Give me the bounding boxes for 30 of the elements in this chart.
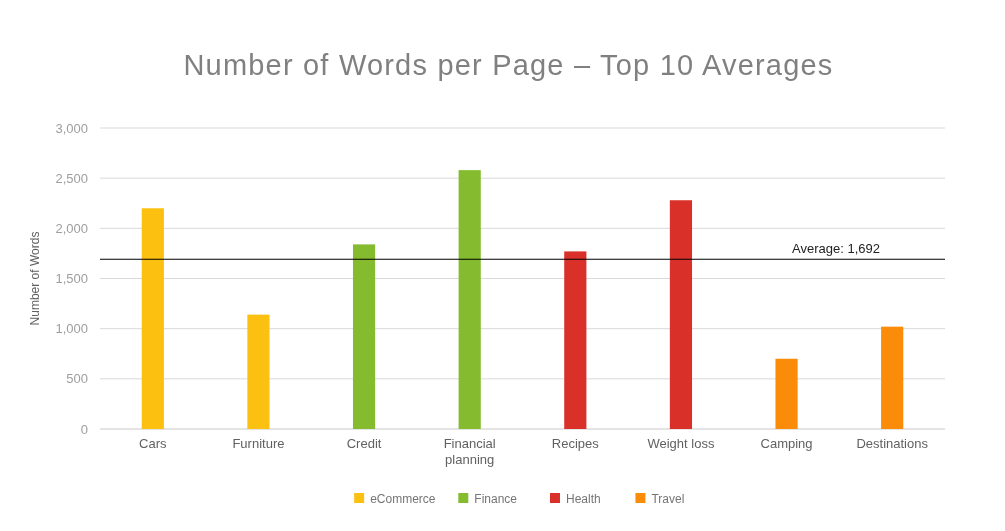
x-tick-label: Weight loss <box>647 436 715 451</box>
y-tick-label: 500 <box>66 371 88 387</box>
bar <box>247 314 270 429</box>
y-tick-label: 0 <box>80 421 88 437</box>
bar <box>881 326 904 429</box>
x-tick-label: Recipes <box>551 436 600 451</box>
ref-line-label: Average: 1,692 <box>792 241 880 257</box>
y-tick-label: 3,000 <box>55 120 88 136</box>
bar <box>564 251 587 429</box>
legend-label: Health <box>565 492 601 506</box>
x-tick-label: Camping <box>760 436 813 451</box>
bar <box>458 170 481 429</box>
y-tick-label: 2,000 <box>55 220 88 236</box>
y-tick-label: 1,500 <box>55 271 88 287</box>
y-tick-label: 2,500 <box>55 170 88 186</box>
x-tick-label: Cars <box>139 436 168 451</box>
chart-title: Number of Words per Page – Top 10 Averages <box>183 49 834 81</box>
legend-label: Finance <box>474 492 518 506</box>
y-tick-label: 1,000 <box>55 321 88 337</box>
bar <box>775 358 798 429</box>
x-tick-label: Furniture <box>232 436 285 451</box>
x-tick-label: Destinations <box>856 436 929 451</box>
bar <box>352 244 376 429</box>
x-tick-label: Credit <box>346 436 382 451</box>
legend-label: eCommerce <box>370 492 436 506</box>
legend-label: Travel <box>651 492 685 506</box>
y-axis-title: Number of Words <box>28 231 42 326</box>
bar <box>669 200 693 429</box>
bar <box>141 208 164 429</box>
x-tick-label: Financial planning <box>443 436 496 467</box>
